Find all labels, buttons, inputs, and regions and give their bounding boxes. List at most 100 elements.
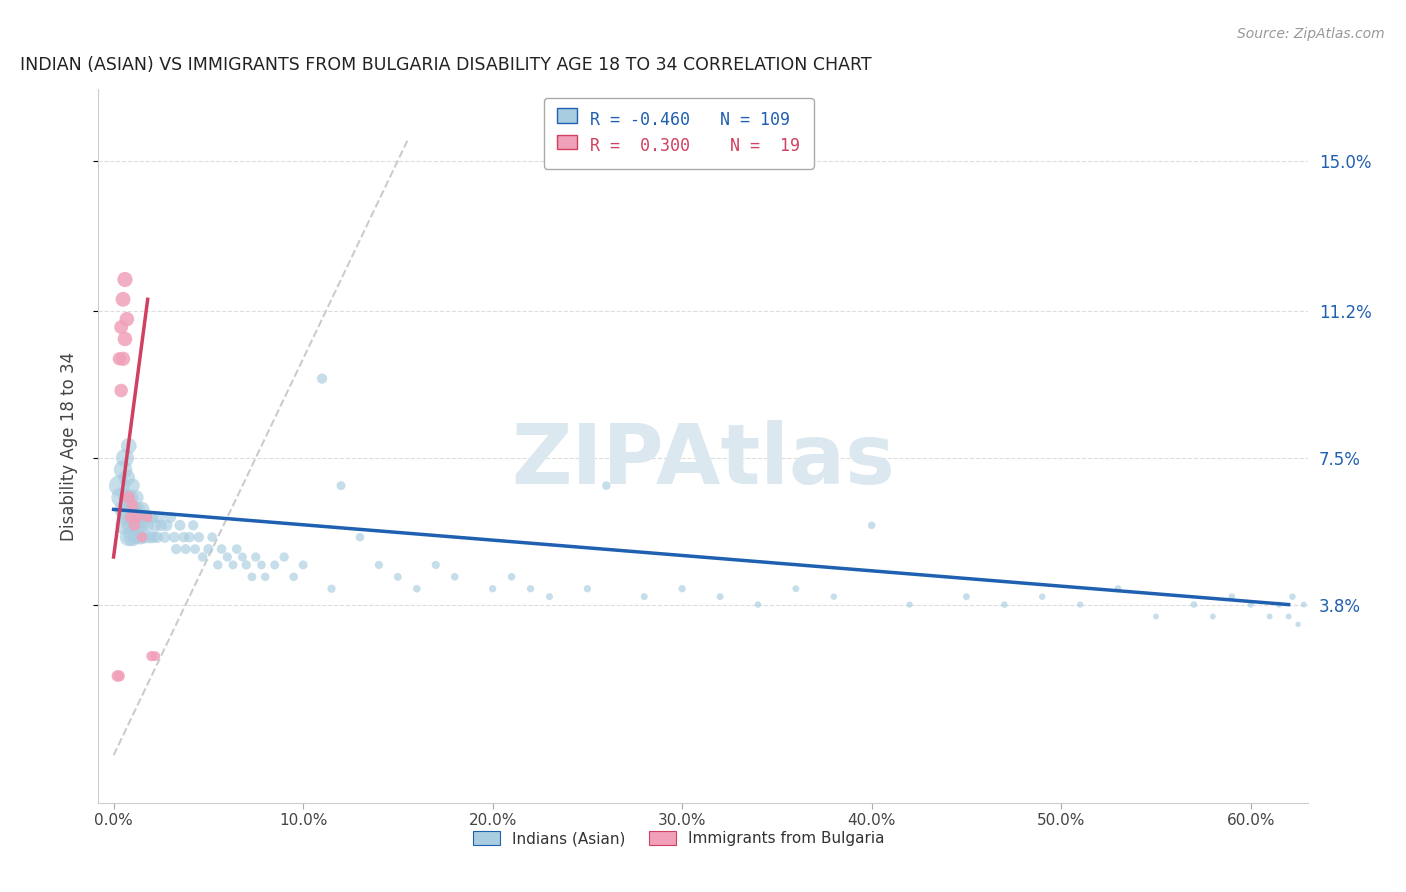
Point — [955, 590, 977, 604]
Point — [222, 558, 245, 572]
Point — [173, 530, 195, 544]
Point — [405, 582, 427, 596]
Point — [207, 558, 229, 572]
Point — [250, 558, 273, 572]
Point — [127, 518, 149, 533]
Point — [127, 510, 149, 524]
Point — [1031, 590, 1053, 604]
Point — [163, 530, 186, 544]
Point — [141, 649, 163, 664]
Point — [321, 582, 343, 596]
Point — [311, 371, 333, 385]
Point — [174, 542, 197, 557]
Point — [112, 351, 135, 366]
Point — [120, 518, 142, 533]
Point — [108, 478, 131, 492]
Point — [149, 518, 172, 533]
Point — [538, 590, 561, 604]
Point — [121, 478, 143, 492]
Point — [135, 510, 157, 524]
Point — [184, 542, 207, 557]
Point — [108, 351, 131, 366]
Y-axis label: Disability Age 18 to 34: Disability Age 18 to 34 — [59, 351, 77, 541]
Point — [121, 502, 143, 516]
Point — [501, 570, 523, 584]
Point — [425, 558, 447, 572]
Point — [121, 530, 143, 544]
Point — [181, 518, 204, 533]
Point — [211, 542, 233, 557]
Legend: Indians (Asian), Immigrants from Bulgaria: Indians (Asian), Immigrants from Bulgari… — [467, 825, 891, 852]
Point — [114, 272, 136, 286]
Point — [142, 530, 165, 544]
Point — [118, 439, 141, 453]
Point — [349, 530, 371, 544]
Point — [201, 530, 224, 544]
Point — [129, 530, 152, 544]
Point — [1281, 590, 1303, 604]
Point — [709, 590, 731, 604]
Point — [131, 530, 153, 544]
Point — [576, 582, 599, 596]
Point — [125, 510, 148, 524]
Point — [159, 510, 181, 524]
Point — [283, 570, 305, 584]
Point — [143, 518, 166, 533]
Point — [387, 570, 409, 584]
Point — [231, 549, 253, 564]
Point — [169, 518, 191, 533]
Point — [148, 510, 170, 524]
Point — [114, 518, 136, 533]
Point — [330, 478, 353, 492]
Point — [108, 669, 131, 683]
Point — [110, 491, 132, 505]
Point — [124, 502, 146, 516]
Point — [187, 530, 209, 544]
Point — [118, 491, 141, 505]
Point — [124, 518, 146, 533]
Point — [235, 558, 257, 572]
Point — [443, 570, 465, 584]
Point — [153, 530, 176, 544]
Point — [481, 582, 503, 596]
Point — [136, 518, 159, 533]
Point — [115, 491, 138, 505]
Point — [115, 471, 138, 485]
Point — [112, 293, 135, 307]
Point — [118, 530, 141, 544]
Point — [132, 530, 155, 544]
Point — [156, 518, 179, 533]
Point — [121, 510, 143, 524]
Point — [1182, 598, 1205, 612]
Point — [118, 502, 141, 516]
Point — [1278, 609, 1301, 624]
Point — [1220, 590, 1243, 604]
Point — [197, 542, 219, 557]
Point — [165, 542, 187, 557]
Point — [671, 582, 693, 596]
Point — [136, 510, 159, 524]
Point — [138, 530, 160, 544]
Point — [179, 530, 201, 544]
Point — [105, 669, 128, 683]
Point — [240, 570, 263, 584]
Point — [120, 491, 142, 505]
Point — [273, 549, 295, 564]
Point — [143, 649, 166, 664]
Point — [1069, 598, 1091, 612]
Point — [595, 478, 617, 492]
Point — [1292, 598, 1315, 612]
Point — [217, 549, 239, 564]
Point — [127, 502, 149, 516]
Point — [519, 582, 541, 596]
Point — [110, 384, 132, 398]
Text: ZIPAtlas: ZIPAtlas — [510, 420, 896, 500]
Point — [131, 518, 153, 533]
Point — [141, 510, 163, 524]
Text: INDIAN (ASIAN) VS IMMIGRANTS FROM BULGARIA DISABILITY AGE 18 TO 34 CORRELATION C: INDIAN (ASIAN) VS IMMIGRANTS FROM BULGAR… — [20, 56, 872, 74]
Point — [993, 598, 1015, 612]
Point — [131, 502, 153, 516]
Point — [112, 463, 135, 477]
Point — [112, 502, 135, 516]
Point — [124, 518, 146, 533]
